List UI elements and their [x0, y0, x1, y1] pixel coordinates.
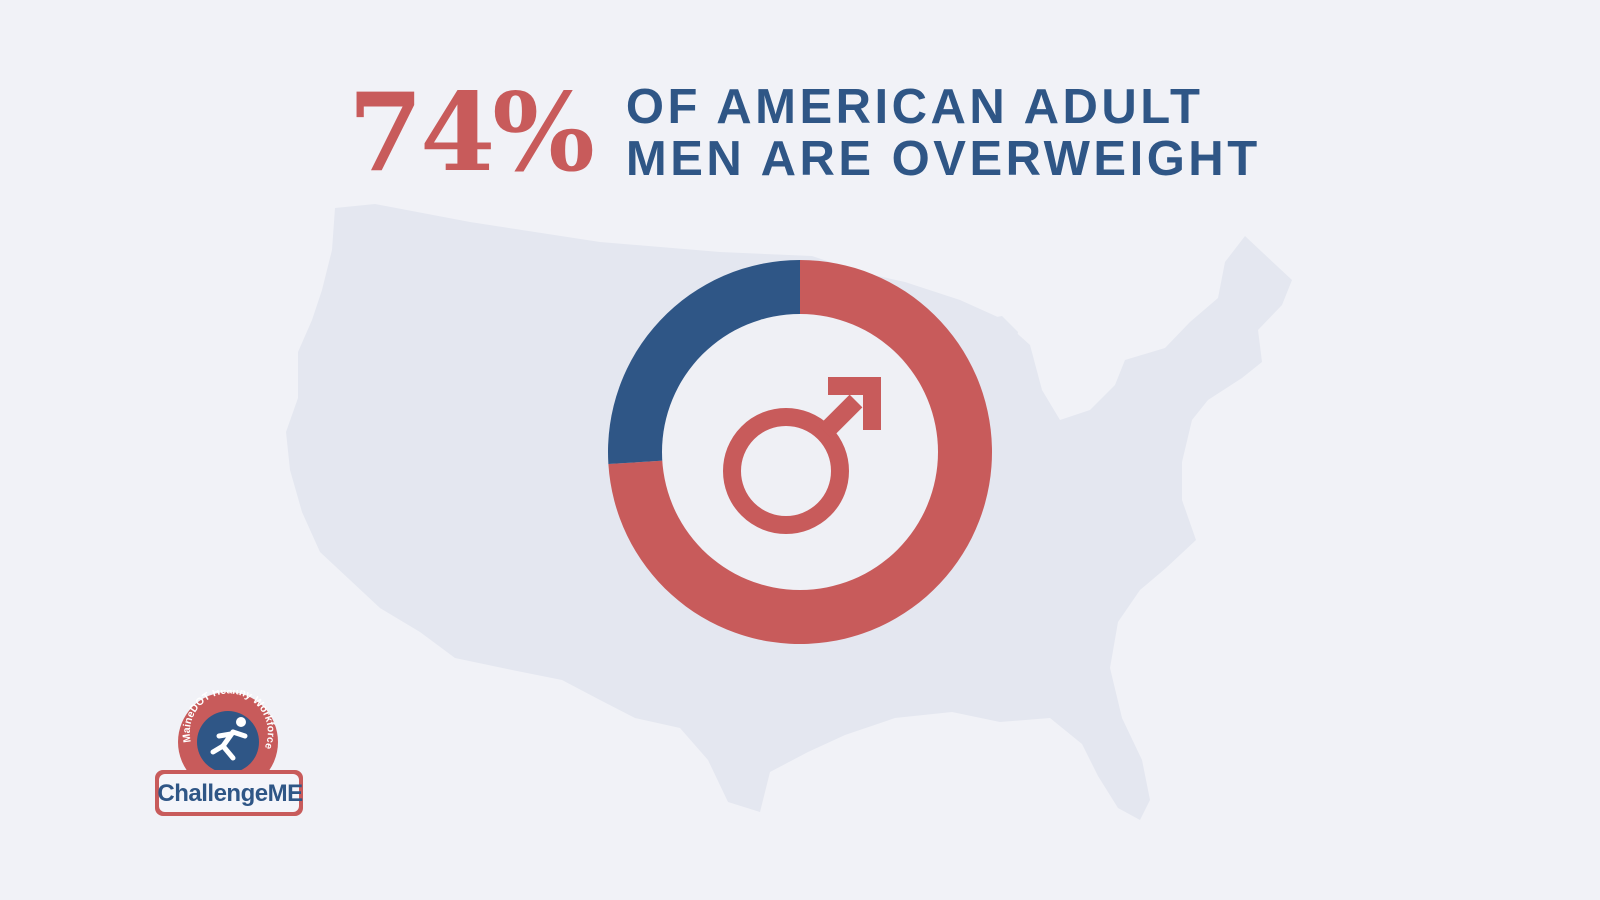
male-symbol-icon [723, 377, 881, 534]
donut-inner-circle [662, 314, 938, 590]
male-symbol-ring [723, 408, 849, 534]
challengeme-logo: MaineDOT Healthy Workforce ChallengeME [155, 690, 305, 820]
logo-badge: MaineDOT Healthy Workforce [155, 690, 303, 816]
headline-line-1: OF AMERICAN ADULT [625, 80, 1204, 134]
logo-wordmark: ChallengeME [157, 780, 303, 807]
running-person-icon [210, 717, 248, 761]
male-symbol-arrowhead [828, 377, 881, 430]
headline-caption: OF AMERICAN ADULT MEN ARE OVERWEIGHT [626, 81, 1261, 185]
male-symbol-shaft [818, 394, 863, 439]
headline-stat: 74% [348, 70, 595, 196]
headline: 74% OF AMERICAN ADULT MEN ARE OVERWEIGHT [348, 78, 1261, 188]
donut-chart [608, 260, 992, 644]
headline-line-2: MEN ARE OVERWEIGHT [625, 132, 1261, 186]
logo-wordmark-inner [159, 774, 299, 812]
